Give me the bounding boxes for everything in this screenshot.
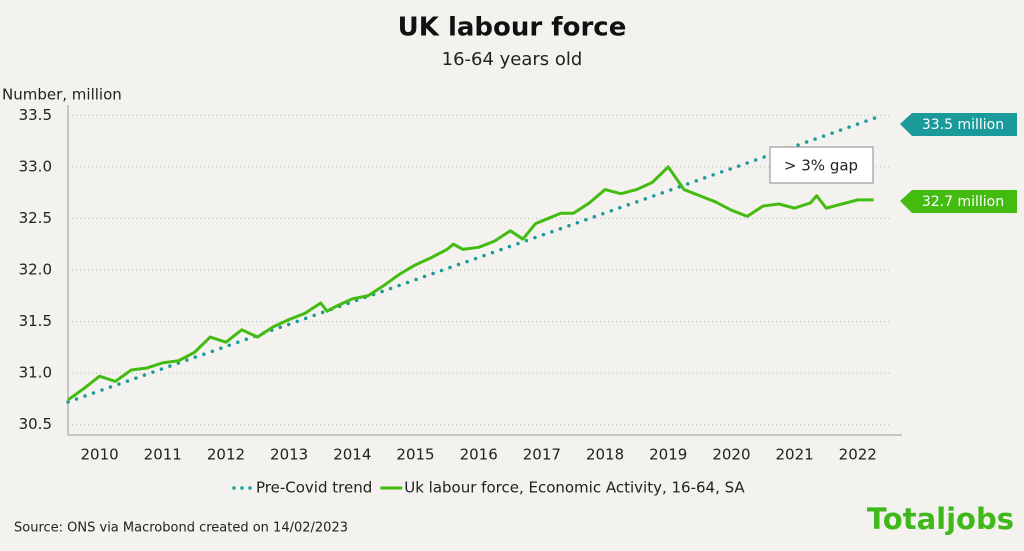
x-tick-label: 2021 (775, 446, 813, 464)
x-tick-label: 2017 (523, 446, 561, 464)
x-tick-label: 2022 (839, 446, 877, 464)
legend-label: Pre-Covid trend (256, 479, 372, 497)
y-tick-label: 31.5 (19, 312, 52, 330)
x-tick-label: 2020 (712, 446, 750, 464)
x-tick-label: 2016 (460, 446, 498, 464)
end-label: 32.7 million (922, 194, 1004, 210)
x-tick-label: 2014 (333, 446, 371, 464)
x-tick-label: 2019 (649, 446, 687, 464)
end-label: 33.5 million (922, 117, 1004, 133)
y-tick-label: 33.5 (19, 106, 52, 124)
y-tick-label: 33.0 (19, 157, 52, 175)
x-tick-label: 2013 (270, 446, 308, 464)
legend-label: Uk labour force, Economic Activity, 16-6… (404, 479, 745, 497)
y-axis-label: Number, million (2, 86, 122, 104)
y-tick-label: 31.0 (19, 364, 52, 382)
x-tick-label: 2011 (144, 446, 182, 464)
y-tick-label: 32.0 (19, 261, 52, 279)
chart-title: UK labour force (398, 13, 627, 43)
series-line (67, 165, 874, 402)
y-tick-label: 32.5 (19, 209, 52, 227)
annotation-box (769, 146, 874, 184)
callout-trend: 33.5 million (900, 113, 1017, 136)
x-tick-label: 2012 (207, 446, 245, 464)
source: Source: ONS via Macrobond created on 14/… (14, 521, 348, 536)
x-tick-label: 2015 (396, 446, 434, 464)
callout-actual: 32.7 million (900, 190, 1017, 213)
x-tick-label: 2010 (80, 446, 118, 464)
legend: Pre-Covid trend Uk labour force, Economic… (232, 479, 745, 497)
label-box (900, 113, 1017, 136)
chart-subtitle: 16-64 years old (442, 49, 583, 70)
gap-annotation: > 3% gap (769, 146, 874, 184)
annotation-text: > 3% gap (784, 157, 858, 175)
x-tick-label: 2018 (586, 446, 624, 464)
logo: Totaljobs (867, 502, 1014, 536)
y-tick-label: 30.5 (19, 415, 52, 433)
series-line (66, 115, 879, 404)
label-box (900, 190, 1017, 213)
